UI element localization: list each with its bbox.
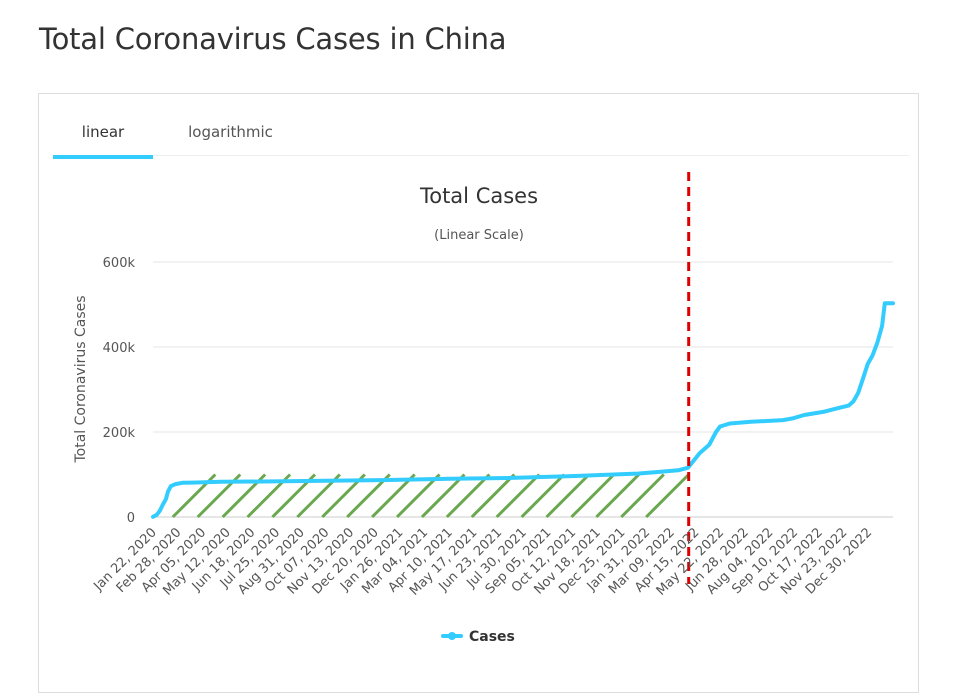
legend-label: Cases — [469, 629, 515, 645]
hatch-stroke — [445, 473, 491, 519]
tab-linear[interactable]: linear — [53, 112, 153, 159]
hatch-stroke — [545, 473, 591, 519]
chart-subtitle: (Linear Scale) — [434, 228, 524, 243]
scale-tabs: linear logarithmic — [53, 112, 909, 159]
hatch-stroke — [470, 473, 516, 519]
tab-logarithmic[interactable]: logarithmic — [188, 123, 273, 141]
hatch-stroke — [520, 473, 566, 519]
legend-marker-icon — [448, 632, 456, 640]
y-axis-ticks: 0 200k 400k 600k — [103, 256, 136, 526]
chart-panel: linear logarithmic Total Cases (Linear S… — [38, 93, 919, 693]
hatch-stroke — [495, 473, 541, 519]
y-axis-label: Total Coronavirus Cases — [73, 295, 89, 463]
hatch-stroke — [570, 473, 616, 519]
series-line-cases — [151, 301, 895, 519]
legend[interactable]: Cases — [441, 629, 515, 645]
y-tick-label: 0 — [127, 511, 135, 526]
hatch-stroke — [645, 473, 690, 519]
hatch-stroke — [620, 473, 665, 519]
hatch-stroke — [420, 473, 466, 519]
y-tick-label: 400k — [103, 341, 136, 356]
page-title: Total Coronavirus Cases in China — [39, 22, 507, 56]
series-layer — [151, 301, 895, 519]
hatch-stroke — [595, 473, 640, 519]
chart: Total Cases (Linear Scale) Total Coronav… — [73, 172, 895, 645]
hatch-stroke — [395, 473, 441, 519]
y-tick-label: 600k — [103, 256, 136, 271]
y-tick-label: 200k — [103, 426, 136, 441]
chart-title: Total Cases — [419, 184, 538, 208]
